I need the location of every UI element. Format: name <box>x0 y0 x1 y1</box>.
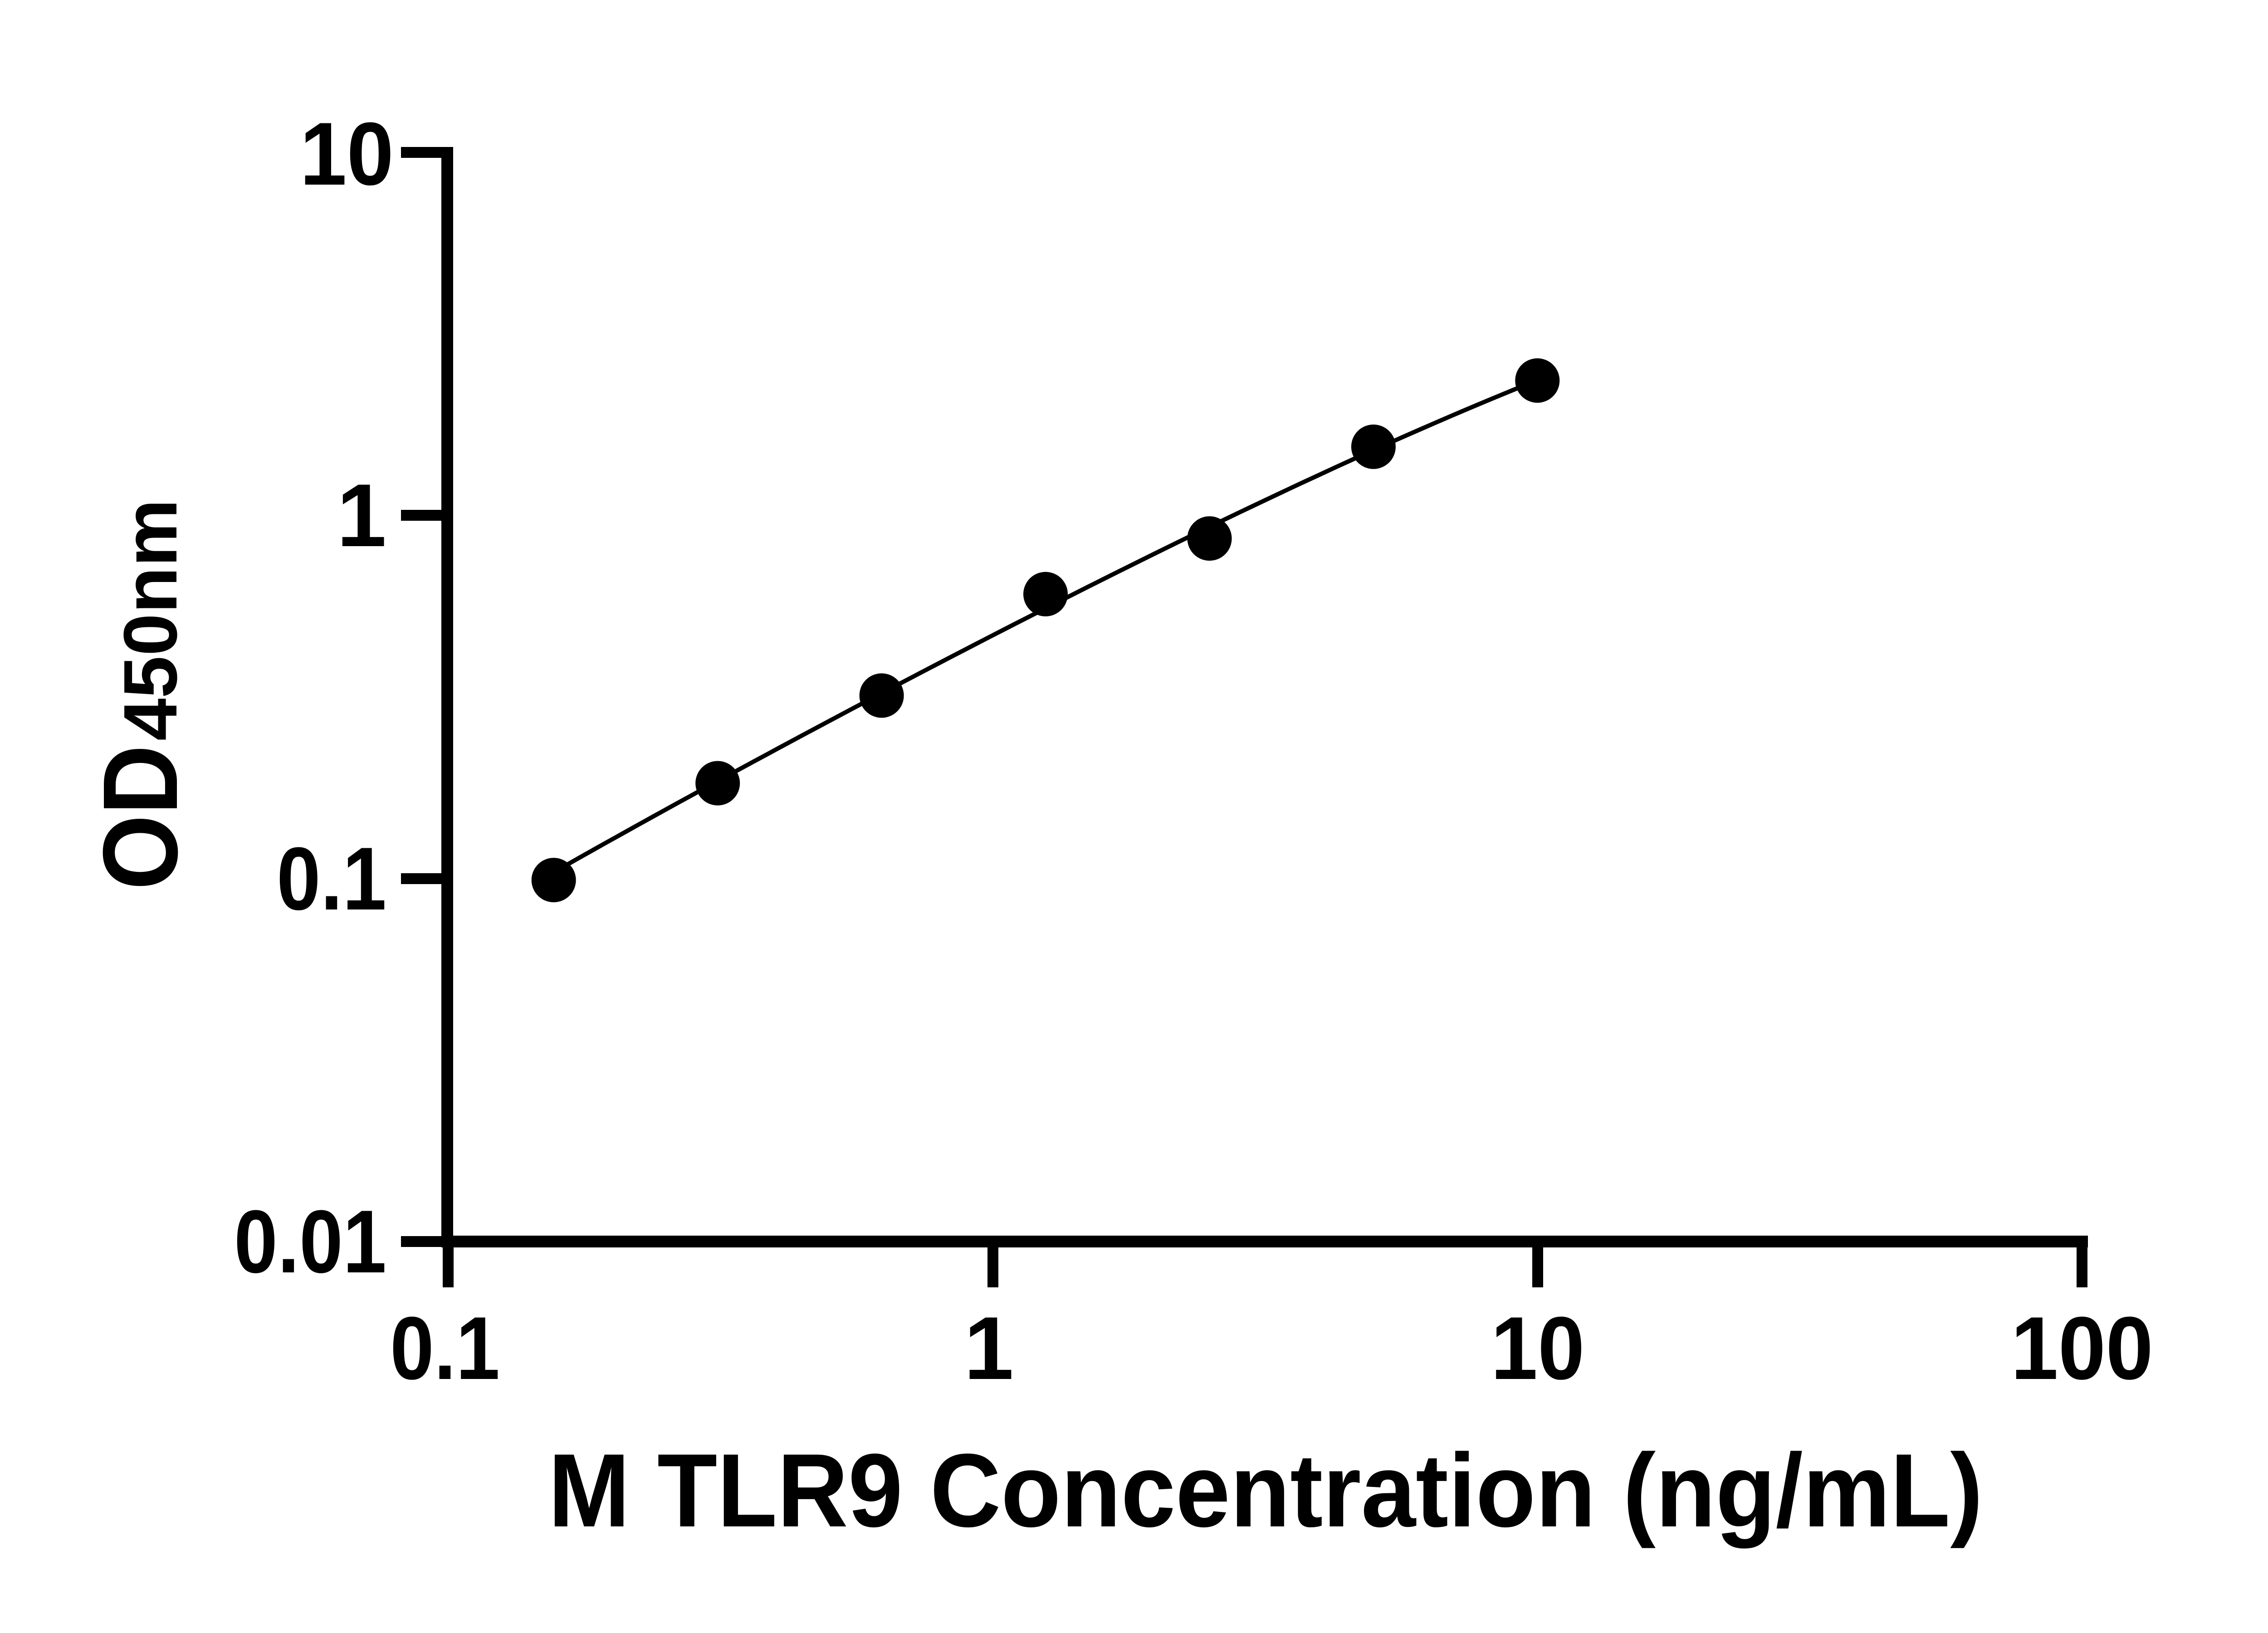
svg-text:1: 1 <box>964 1298 1014 1398</box>
svg-text:10: 10 <box>1491 1298 1585 1398</box>
svg-text:0.01: 0.01 <box>234 1192 386 1291</box>
svg-text:OD: OD <box>81 745 200 890</box>
svg-text:0.1: 0.1 <box>277 829 386 929</box>
svg-text:1: 1 <box>337 465 386 565</box>
svg-text:100: 100 <box>2011 1298 2153 1398</box>
svg-text:450nm: 450nm <box>108 499 193 741</box>
svg-text:10: 10 <box>300 104 394 204</box>
svg-text:M TLR9 Concentration (ng/mL): M TLR9 Concentration (ng/mL) <box>548 1432 1983 1549</box>
svg-text:0.1: 0.1 <box>390 1298 500 1398</box>
